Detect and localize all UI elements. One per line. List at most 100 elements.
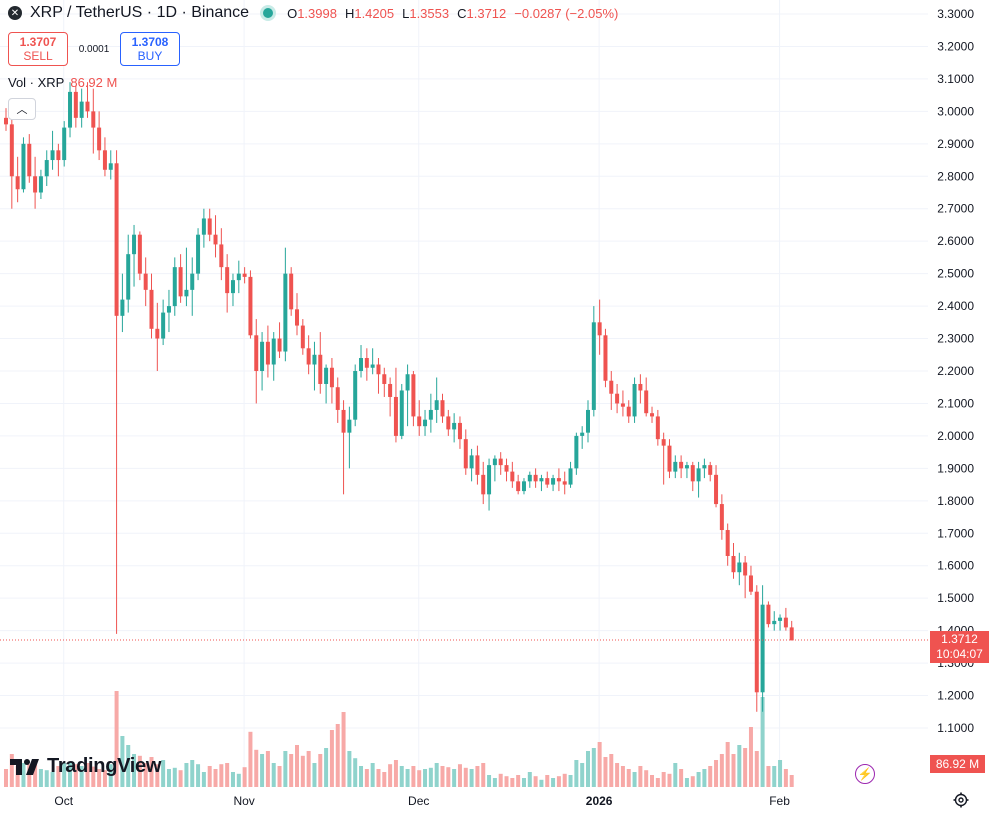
candle-body (15, 176, 20, 190)
candle-body (556, 478, 561, 482)
volume-bar (172, 767, 177, 787)
high-value: 1.4205 (354, 5, 395, 21)
candle (684, 461, 689, 479)
volume-bar (725, 742, 730, 787)
volume-bar (661, 772, 666, 787)
xrp-logo-icon: ✕ (8, 6, 22, 20)
candle (102, 137, 107, 177)
candle-body (21, 143, 26, 190)
volume-bar (469, 769, 474, 787)
candle-body (731, 555, 736, 573)
volume-bar (225, 763, 230, 787)
candle-body (754, 591, 759, 693)
candle-body (684, 465, 689, 469)
candle-body (487, 465, 492, 495)
volume-bar (545, 775, 550, 787)
volume-bar (393, 760, 398, 787)
candle-body (184, 289, 189, 297)
candle-body (97, 127, 102, 151)
settings-gear-icon[interactable] (953, 792, 969, 808)
candle (679, 455, 684, 479)
volume-bar (568, 775, 573, 787)
candle (743, 555, 748, 599)
volume-bar (737, 745, 742, 787)
candle (597, 299, 602, 355)
candle-body (143, 273, 148, 290)
sell-button[interactable]: 1.3707 SELL (8, 32, 68, 66)
volume-bar (667, 773, 672, 787)
candle-body (417, 416, 422, 427)
chart-grid (0, 0, 928, 788)
candle-body (132, 234, 137, 255)
volume-bar (743, 748, 748, 787)
candle (469, 448, 474, 482)
volume-bar (766, 766, 771, 787)
candle (766, 601, 771, 628)
volume-label[interactable]: Vol · XRP (8, 75, 65, 90)
volume-bar (132, 754, 137, 787)
candle-body (626, 406, 631, 417)
time-tick-label: Feb (769, 794, 790, 808)
symbol-title[interactable]: XRP / TetherUS · 1D · Binance (30, 4, 250, 21)
candle (487, 458, 492, 511)
candle-body (370, 364, 375, 368)
volume-bar (335, 724, 340, 787)
volume-bar (399, 766, 404, 787)
candle (399, 383, 404, 440)
candle (632, 377, 637, 423)
chart-legend-header: ✕ XRP / TetherUS · 1D · Binance O1.3998 … (8, 4, 618, 22)
candle (516, 474, 521, 495)
candle-body (364, 358, 369, 368)
candle-body (405, 374, 410, 391)
volume-bar (731, 754, 736, 787)
buy-button[interactable]: 1.3708 BUY (120, 32, 180, 66)
collapse-legend-button[interactable]: ︿ (8, 98, 36, 120)
candle (719, 494, 724, 540)
candle-body (434, 400, 439, 410)
candle-body (271, 338, 276, 365)
candle-body (207, 218, 212, 235)
candle-body (667, 445, 672, 472)
candle-body (638, 383, 643, 391)
candle (423, 409, 428, 436)
candle (725, 523, 730, 566)
volume-bar (97, 769, 102, 787)
tradingview-logo[interactable]: TradingView (10, 755, 161, 778)
price-tick-label: 2.7000 (937, 202, 974, 216)
volume-bar (4, 769, 8, 787)
candle-body (341, 409, 346, 433)
volume-bar (196, 764, 201, 787)
candle-body (766, 604, 771, 625)
volume-bar (772, 766, 777, 787)
volume-bar (271, 763, 276, 787)
candle (533, 468, 538, 488)
low-value: 1.3553 (409, 5, 450, 21)
candle-body (393, 396, 398, 436)
volume-bar (248, 731, 253, 787)
candle (772, 611, 777, 631)
time-tick-label: Dec (408, 794, 429, 808)
price-tick-label: 1.6000 (937, 559, 974, 573)
volume-bar (626, 769, 631, 787)
candle-body (428, 409, 433, 420)
candle-body (469, 455, 474, 469)
candle-body (260, 341, 265, 371)
volume-bar (434, 763, 439, 787)
candle-body (219, 244, 224, 268)
candle-body (79, 101, 84, 118)
volume-bar (108, 764, 113, 787)
candle (114, 150, 119, 634)
candle-body (568, 468, 573, 485)
volume-bar (551, 778, 556, 787)
candle-body (719, 504, 724, 531)
last-price-value: 1.3712 (941, 632, 978, 646)
price-tick-label: 1.9000 (937, 461, 974, 475)
candle (457, 416, 462, 449)
candle-body (242, 273, 247, 277)
lightning-icon[interactable]: ⚡ (855, 764, 875, 784)
volume-bar (382, 772, 387, 787)
ohlc-values: O1.3998 H1.4205 L1.3553 C1.3712 −0.0287 … (287, 6, 618, 21)
volume-bar (463, 767, 468, 787)
candle (132, 224, 137, 287)
